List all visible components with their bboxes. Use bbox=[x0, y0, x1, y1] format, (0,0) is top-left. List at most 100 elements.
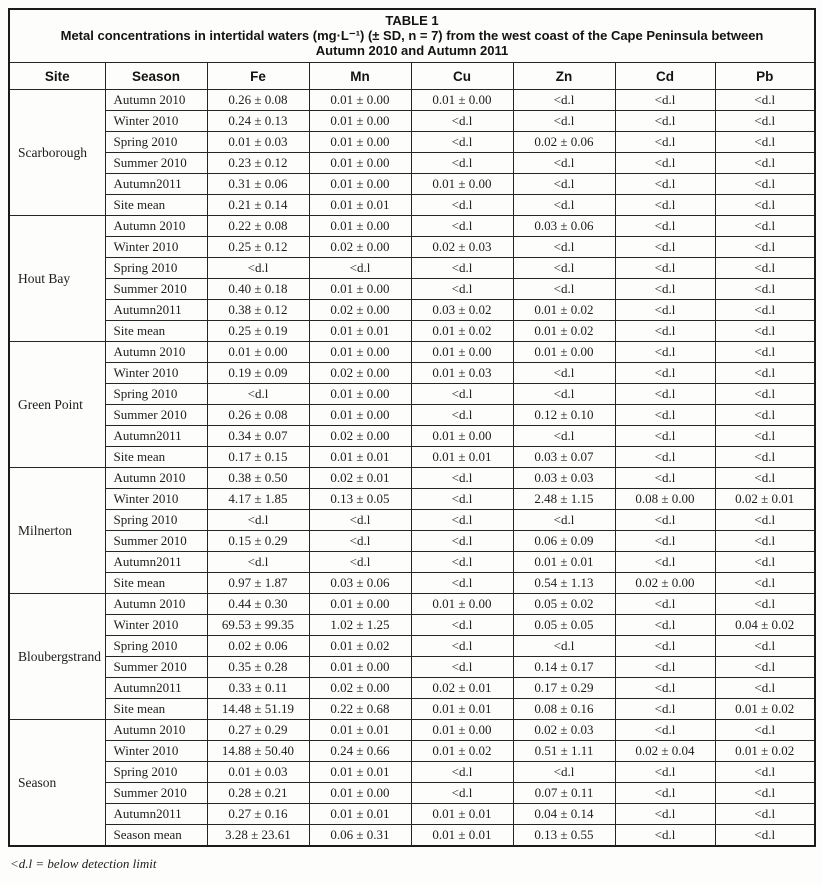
value-cell-mn: 0.01 ± 0.01 bbox=[308, 719, 412, 741]
value-cell-mn: 0.02 ± 0.00 bbox=[308, 299, 412, 321]
value-cell-pb: <d.l bbox=[714, 236, 816, 258]
value-cell-cu: 0.03 ± 0.02 bbox=[410, 299, 514, 321]
value-cell-mn: 0.01 ± 0.01 bbox=[308, 446, 412, 468]
table-row: Autumn2011 0.27 ± 0.16 0.01 ± 0.01 0.01 ± 0… bbox=[9, 803, 816, 825]
value-cell-zn: <d.l bbox=[512, 152, 616, 174]
table-row: Site mean 0.17 ± 0.15 0.01 ± 0.01 0.01 ± 0.… bbox=[9, 446, 816, 468]
value-cell-fe: 0.40 ± 0.18 bbox=[206, 278, 310, 300]
value-cell-zn: <d.l bbox=[512, 173, 616, 195]
title-row: TABLE 1 Metal concentrations in intertid… bbox=[8, 8, 816, 63]
value-cell-fe: 0.35 ± 0.28 bbox=[206, 656, 310, 678]
table-row: Autumn2011 0.34 ± 0.07 0.02 ± 0.00 0.01 ± 0… bbox=[9, 425, 816, 447]
table-row: Spring 2010 <d.l <d.l <d.l <d.l <d.l <d.l bbox=[9, 257, 816, 279]
value-cell-mn: 0.02 ± 0.00 bbox=[308, 425, 412, 447]
value-cell-fe: 0.26 ± 0.08 bbox=[206, 404, 310, 426]
value-cell-fe: 0.19 ± 0.09 bbox=[206, 362, 310, 384]
value-cell-cd: <d.l bbox=[614, 383, 716, 405]
value-cell-mn: <d.l bbox=[308, 551, 412, 573]
value-cell-zn: <d.l bbox=[512, 761, 616, 783]
value-cell-cu: <d.l bbox=[410, 782, 514, 804]
season-cell: Autumn 2010 bbox=[104, 89, 208, 111]
season-cell: Spring 2010 bbox=[104, 131, 208, 153]
table-row: Bloubergstrand Autumn 2010 0.44 ± 0.30 0.01… bbox=[8, 593, 816, 720]
value-cell-cu: <d.l bbox=[410, 551, 514, 573]
value-cell-cu: <d.l bbox=[410, 131, 514, 153]
value-cell-pb: <d.l bbox=[714, 257, 816, 279]
value-cell-pb: <d.l bbox=[714, 761, 816, 783]
value-cell-pb: <d.l bbox=[714, 194, 816, 216]
value-cell-zn: 0.01 ± 0.02 bbox=[512, 320, 616, 342]
table-title-block: TABLE 1 Metal concentrations in intertid… bbox=[8, 8, 816, 63]
value-cell-fe: 14.88 ± 50.40 bbox=[206, 740, 310, 762]
value-cell-pb: <d.l bbox=[714, 635, 816, 657]
value-cell-fe: 0.27 ± 0.29 bbox=[206, 719, 310, 741]
table-row: Autumn2011 0.33 ± 0.11 0.02 ± 0.00 0.02 ± 0… bbox=[9, 677, 816, 699]
table-row: Winter 2010 69.53 ± 99.35 1.02 ± 1.25 <d.l 0… bbox=[9, 614, 816, 636]
table-row: Autumn2011 0.38 ± 0.12 0.02 ± 0.00 0.03 ± 0… bbox=[9, 299, 816, 321]
table-row: Winter 2010 0.24 ± 0.13 0.01 ± 0.00 <d.l <d.… bbox=[9, 110, 816, 132]
table-row: Spring 2010 0.02 ± 0.06 0.01 ± 0.02 <d.l <d.… bbox=[9, 635, 816, 657]
value-cell-mn: 0.01 ± 0.00 bbox=[308, 656, 412, 678]
value-cell-pb: <d.l bbox=[714, 215, 816, 237]
season-cell: Summer 2010 bbox=[104, 152, 208, 174]
season-cell: Site mean bbox=[104, 698, 208, 720]
value-cell-cu: 0.01 ± 0.00 bbox=[410, 719, 514, 741]
value-cell-pb: <d.l bbox=[714, 803, 816, 825]
column-header-site: Site bbox=[8, 62, 106, 90]
value-cell-fe: <d.l bbox=[206, 509, 310, 531]
value-cell-cd: 0.02 ± 0.04 bbox=[614, 740, 716, 762]
column-header-pb: Pb bbox=[714, 62, 816, 90]
value-cell-cu: 0.02 ± 0.03 bbox=[410, 236, 514, 258]
value-cell-fe: 0.23 ± 0.12 bbox=[206, 152, 310, 174]
season-cell: Autumn2011 bbox=[104, 551, 208, 573]
value-cell-zn: 0.04 ± 0.14 bbox=[512, 803, 616, 825]
value-cell-cu: 0.01 ± 0.03 bbox=[410, 362, 514, 384]
table-row: Autumn2011 <d.l <d.l <d.l 0.01 ± 0.01 <d.l <d.… bbox=[9, 551, 816, 573]
value-cell-cd: <d.l bbox=[614, 614, 716, 636]
value-cell-cd: <d.l bbox=[614, 278, 716, 300]
value-cell-zn: <d.l bbox=[512, 278, 616, 300]
value-cell-cu: <d.l bbox=[410, 656, 514, 678]
value-cell-cu: <d.l bbox=[410, 761, 514, 783]
season-cell: Site mean bbox=[104, 320, 208, 342]
value-cell-fe: <d.l bbox=[206, 383, 310, 405]
value-cell-zn: 0.12 ± 0.10 bbox=[512, 404, 616, 426]
value-cell-cd: <d.l bbox=[614, 362, 716, 384]
value-cell-cu: 0.02 ± 0.01 bbox=[410, 677, 514, 699]
season-cell: Spring 2010 bbox=[104, 257, 208, 279]
value-cell-cu: <d.l bbox=[410, 278, 514, 300]
value-cell-zn: 0.13 ± 0.55 bbox=[512, 824, 616, 847]
table-row: Site mean 0.97 ± 1.87 0.03 ± 0.06 <d.l 0.54 … bbox=[9, 572, 816, 594]
column-header-fe: Fe bbox=[206, 62, 310, 90]
value-cell-fe: 0.02 ± 0.06 bbox=[206, 635, 310, 657]
value-cell-pb: <d.l bbox=[714, 782, 816, 804]
value-cell-mn: <d.l bbox=[308, 509, 412, 531]
value-cell-mn: 0.01 ± 0.01 bbox=[308, 803, 412, 825]
season-cell: Spring 2010 bbox=[104, 635, 208, 657]
value-cell-fe: 0.21 ± 0.14 bbox=[206, 194, 310, 216]
value-cell-cu: <d.l bbox=[410, 215, 514, 237]
value-cell-zn: 0.07 ± 0.11 bbox=[512, 782, 616, 804]
value-cell-fe: 0.34 ± 0.07 bbox=[206, 425, 310, 447]
value-cell-mn: 0.02 ± 0.01 bbox=[308, 467, 412, 489]
value-cell-cd: <d.l bbox=[614, 803, 716, 825]
table-row: Site mean 14.48 ± 51.19 0.22 ± 0.68 0.01 ± … bbox=[9, 698, 816, 720]
site-cell: Hout Bay bbox=[8, 215, 106, 342]
value-cell-pb: 0.04 ± 0.02 bbox=[714, 614, 816, 636]
value-cell-fe: 0.28 ± 0.21 bbox=[206, 782, 310, 804]
value-cell-cd: <d.l bbox=[614, 677, 716, 699]
table-row: Milnerton Autumn 2010 0.38 ± 0.50 0.02 ± 0.… bbox=[8, 467, 816, 594]
value-cell-cd: 0.08 ± 0.00 bbox=[614, 488, 716, 510]
season-cell: Autumn2011 bbox=[104, 803, 208, 825]
value-cell-mn: 1.02 ± 1.25 bbox=[308, 614, 412, 636]
value-cell-cu: 0.01 ± 0.02 bbox=[410, 740, 514, 762]
value-cell-mn: 0.22 ± 0.68 bbox=[308, 698, 412, 720]
value-cell-mn: 0.01 ± 0.00 bbox=[308, 278, 412, 300]
value-cell-zn: 0.03 ± 0.06 bbox=[512, 215, 616, 237]
season-cell: Summer 2010 bbox=[104, 782, 208, 804]
value-cell-mn: 0.01 ± 0.00 bbox=[308, 131, 412, 153]
table-row: Spring 2010 <d.l <d.l <d.l <d.l <d.l <d.l bbox=[9, 509, 816, 531]
column-header-mn: Mn bbox=[308, 62, 412, 90]
value-cell-mn: 0.01 ± 0.01 bbox=[308, 194, 412, 216]
value-cell-cu: <d.l bbox=[410, 152, 514, 174]
